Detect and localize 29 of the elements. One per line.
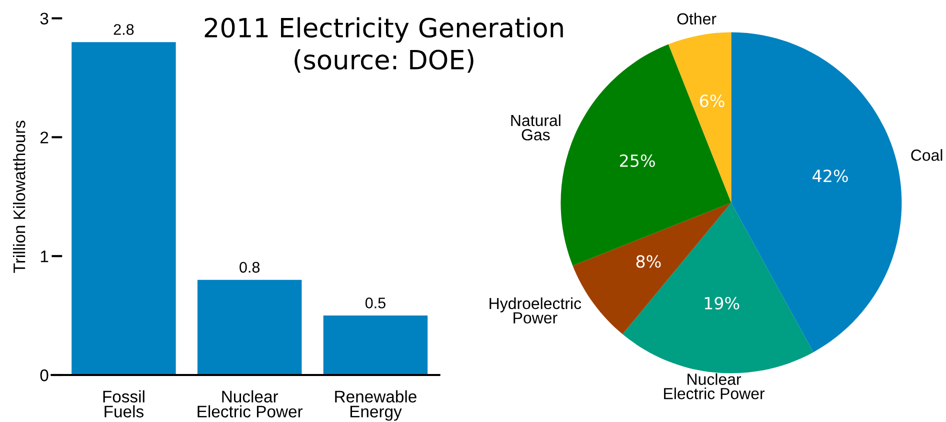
slice-label: Nuclear Electric Power — [664, 373, 765, 400]
pie-slice — [668, 32, 732, 203]
y-tick-label: 2 — [40, 132, 48, 144]
x-tick-label: Renewable Energy — [335, 390, 416, 421]
annotation: (source: DOE) — [294, 49, 474, 73]
y-axis-title: Trillion Kilowatthours — [13, 120, 26, 273]
data-label: 2.8 — [114, 24, 134, 35]
x-tick-label: Fossil Fuels — [103, 390, 144, 418]
y-tick-label: 1 — [40, 250, 48, 262]
bar — [197, 280, 302, 375]
y-tick-label: 0 — [40, 369, 48, 382]
x-tick-label: Nuclear Electric Power — [198, 390, 303, 418]
slice-label: Hydroelectric Power — [490, 297, 582, 324]
data-label: 0.8 — [240, 262, 260, 273]
data-label: 8% — [636, 255, 661, 268]
bar — [72, 42, 176, 375]
y-tick-label: 3 — [40, 12, 48, 25]
pie-slice — [560, 44, 732, 266]
data-label: 6% — [700, 94, 724, 108]
data-label: 0.5 — [365, 298, 386, 308]
data-label: 25% — [620, 154, 655, 168]
data-label: 42% — [812, 170, 848, 182]
slice-label: Other — [677, 12, 716, 25]
slice-label: Coal — [911, 149, 942, 161]
chart-title: 2011 Electricity Generation — [204, 17, 563, 43]
bar — [323, 316, 428, 375]
data-label: 19% — [704, 296, 740, 310]
pie-slice — [622, 202, 814, 374]
slice-label: Natural Gas — [511, 114, 560, 140]
